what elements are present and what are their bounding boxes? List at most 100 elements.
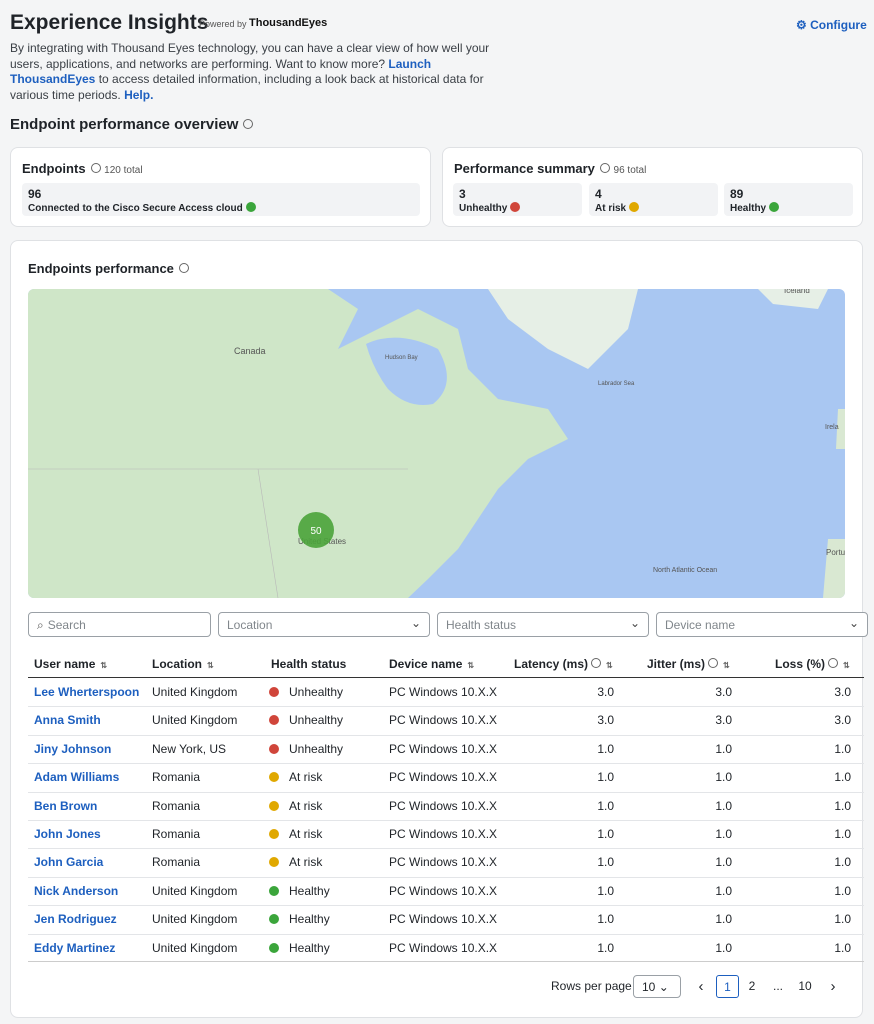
device: PC Windows 10.X.X bbox=[389, 798, 498, 813]
metric: 1.0 bbox=[715, 770, 732, 785]
sort-icon[interactable]: ⇅ bbox=[207, 661, 214, 670]
column-header[interactable]: Loss (%) ⇅ bbox=[775, 657, 850, 671]
status-icon bbox=[269, 743, 279, 754]
section-title: Endpoint performance overview bbox=[10, 116, 254, 133]
map-label: North Atlantic Ocean bbox=[653, 567, 717, 574]
column-header-text[interactable]: Location bbox=[152, 657, 202, 671]
border bbox=[28, 468, 408, 598]
health-status: Healthy bbox=[289, 883, 330, 898]
chevron[interactable]: ⌄ bbox=[848, 616, 859, 630]
card-title-text: Endpoints bbox=[22, 161, 86, 176]
row-line bbox=[28, 876, 864, 878]
cluster-count[interactable]: 50 bbox=[310, 526, 322, 537]
metric: 1.0 bbox=[834, 940, 851, 955]
sort-icon[interactable]: ⇅ bbox=[100, 661, 108, 670]
hudson-bay bbox=[366, 337, 447, 405]
health-status: At risk bbox=[289, 827, 323, 841]
search-icon[interactable]: ⌕ bbox=[37, 618, 44, 632]
help-link[interactable]: Help. bbox=[124, 87, 154, 102]
location: United Kingdom bbox=[152, 713, 238, 728]
column-header-text[interactable]: Jitter (ms) bbox=[647, 657, 706, 671]
status-icon bbox=[269, 715, 279, 726]
user-link[interactable]: Adam Williams bbox=[34, 770, 120, 785]
cluster-marker[interactable] bbox=[298, 512, 334, 548]
row-line bbox=[28, 905, 864, 907]
column-header[interactable]: Jitter (ms) ⇅ bbox=[647, 657, 730, 671]
column-header[interactable]: Device name ⇅ bbox=[389, 657, 474, 671]
sort-icon[interactable]: ⇅ bbox=[606, 661, 613, 670]
page-button[interactable]: 2 bbox=[748, 979, 756, 993]
column-header-text[interactable]: Device name bbox=[389, 657, 463, 671]
sort-icon[interactable]: ⇅ bbox=[467, 661, 475, 670]
chevron[interactable]: ⌄ bbox=[629, 616, 640, 630]
placeholder[interactable]: Search bbox=[47, 618, 86, 632]
metric: 3.0 bbox=[597, 685, 614, 699]
dropdown[interactable]: Health status ⌄ bbox=[437, 612, 649, 637]
rows-select[interactable]: 10 ⌄ bbox=[633, 975, 681, 998]
column-header[interactable]: Latency (ms) ⇅ bbox=[514, 657, 613, 671]
user-link[interactable]: Eddy Martinez bbox=[34, 940, 116, 955]
column-header-text[interactable]: User name bbox=[34, 657, 96, 671]
map-title: Endpoints performance bbox=[28, 261, 189, 276]
dropdown[interactable]: Device name ⌄ bbox=[656, 612, 868, 637]
column-header-text[interactable]: Loss (%) bbox=[775, 657, 826, 671]
sort-icon[interactable]: ⇅ bbox=[843, 661, 850, 670]
user-link[interactable]: Jen Rodriguez bbox=[34, 912, 117, 927]
stat-count: 96 bbox=[28, 187, 42, 201]
column-header-text[interactable]: Latency (ms) bbox=[514, 657, 589, 671]
prev-page[interactable]: ‹ bbox=[698, 978, 704, 995]
page-button[interactable]: 1 bbox=[716, 975, 739, 998]
summary-card: Performance summary 96 total 3 Unhealthy 4… bbox=[442, 147, 863, 227]
user-link[interactable]: Lee Wherterspoon bbox=[34, 685, 140, 699]
stat-label: Unhealthy bbox=[459, 202, 521, 214]
stat-label: Connected to the Cisco Secure Access clo… bbox=[28, 202, 256, 214]
device: PC Windows 10.X.X bbox=[389, 827, 498, 841]
status-icon bbox=[269, 772, 279, 783]
user-link[interactable]: Nick Anderson bbox=[34, 883, 119, 898]
sort-icon[interactable]: ⇅ bbox=[723, 661, 730, 670]
placeholder[interactable]: Device name bbox=[665, 618, 736, 632]
search-input[interactable]: ⌕ Search bbox=[28, 612, 211, 637]
status-icon bbox=[510, 202, 521, 212]
health-status: Healthy bbox=[289, 940, 330, 955]
metric: 1.0 bbox=[834, 855, 851, 870]
placeholder[interactable]: Location bbox=[227, 618, 273, 632]
metric: 1.0 bbox=[715, 855, 732, 870]
chevron[interactable]: ⌄ bbox=[410, 616, 421, 630]
configure-label[interactable]: Configure bbox=[810, 18, 867, 32]
row-line bbox=[28, 706, 864, 708]
rows-value[interactable]: 10 bbox=[642, 980, 656, 994]
user-link[interactable]: Jiny Johnson bbox=[34, 741, 112, 756]
user-link[interactable]: John Garcia bbox=[34, 855, 104, 870]
stat-label-text: Connected to the Cisco Secure Access clo… bbox=[28, 203, 243, 214]
section-title-text: Endpoint performance overview bbox=[10, 116, 239, 133]
row-line bbox=[28, 933, 864, 935]
metric: 1.0 bbox=[597, 798, 614, 813]
map-label: Iceland bbox=[784, 289, 810, 295]
placeholder[interactable]: Health status bbox=[446, 618, 517, 632]
user-link[interactable]: Anna Smith bbox=[34, 713, 101, 728]
metric: 1.0 bbox=[597, 855, 614, 870]
column-header[interactable]: Location ⇅ bbox=[152, 657, 214, 671]
next-page[interactable]: › bbox=[830, 978, 836, 995]
column-header[interactable]: User name ⇅ bbox=[34, 657, 107, 671]
metric: 1.0 bbox=[834, 883, 851, 898]
info-icon bbox=[828, 658, 839, 668]
intro-text: to access detailed information, includin… bbox=[10, 72, 484, 102]
status-icon bbox=[269, 829, 279, 839]
page-button[interactable]: 10 bbox=[798, 979, 812, 993]
map: Canada Hudson Bay Labrador Sea Iceland Irela… bbox=[28, 289, 845, 598]
stat-label-text: Unhealthy bbox=[459, 203, 508, 214]
map-label: Irela bbox=[825, 424, 839, 431]
stat-count: 3 bbox=[459, 187, 466, 201]
user-link[interactable]: John Jones bbox=[34, 827, 101, 841]
map-label: Portu bbox=[826, 548, 845, 557]
metric: 3.0 bbox=[834, 713, 851, 728]
user-link[interactable]: Ben Brown bbox=[34, 798, 98, 813]
configure-button[interactable]: ⚙ Configure bbox=[796, 18, 867, 32]
health-status: At risk bbox=[289, 855, 323, 870]
launch-link[interactable]: Launch ThousandEyes bbox=[10, 56, 432, 87]
metric: 1.0 bbox=[597, 883, 614, 898]
status-icon bbox=[269, 857, 279, 868]
dropdown[interactable]: Location ⌄ bbox=[218, 612, 430, 637]
